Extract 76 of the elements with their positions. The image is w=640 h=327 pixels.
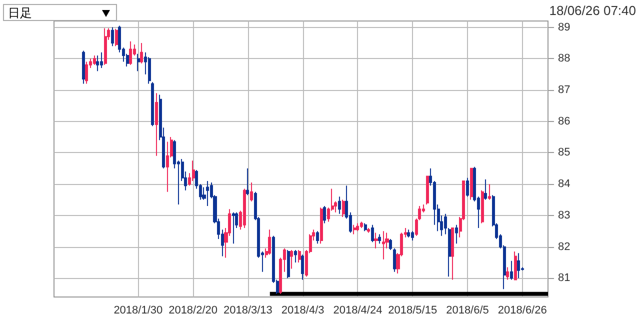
candlestick — [320, 207, 323, 244]
candlestick — [342, 199, 345, 218]
y-tick-label: 88 — [558, 52, 570, 65]
x-tick-label: 2018/6/26 — [498, 304, 547, 316]
x-tick-label: 2018/4/24 — [333, 304, 382, 316]
x-tick-label: 2018/4/3 — [281, 304, 324, 316]
candlestick — [510, 260, 513, 280]
candlestick — [85, 61, 88, 84]
candlestick — [104, 28, 107, 66]
candlestick — [192, 160, 195, 182]
y-tick-label: 84 — [558, 178, 570, 190]
candlestick — [488, 184, 491, 200]
candlestick — [451, 228, 454, 280]
candlestick — [470, 168, 473, 200]
candlestick — [481, 190, 484, 224]
y-tick-label: 86 — [558, 115, 570, 128]
candlestick — [206, 180, 209, 207]
candlestick — [466, 177, 469, 198]
x-tick-label: 2018/1/30 — [114, 304, 163, 316]
candlestick — [93, 55, 96, 66]
candlestick — [323, 206, 326, 224]
candlestick — [137, 53, 140, 72]
y-tick-label: 82 — [558, 240, 570, 253]
x-tick-label: 2018/2/20 — [168, 304, 218, 316]
candlestick — [243, 188, 246, 228]
x-tick-label: 2018/3/13 — [223, 304, 272, 316]
candlestick — [455, 224, 458, 244]
y-tick-label: 87 — [558, 84, 570, 96]
candlestick — [82, 50, 85, 84]
candlestick — [111, 26, 114, 47]
candlestick — [411, 230, 414, 242]
text: 日足 — [8, 6, 32, 20]
candlestick — [393, 248, 396, 272]
candlestick — [232, 212, 235, 244]
candlestick — [338, 196, 341, 214]
candlestick — [140, 42, 143, 64]
candlestick — [294, 249, 297, 263]
candlestick — [517, 252, 520, 279]
text: 18/06/26 07:40 — [549, 3, 636, 18]
candlestick — [268, 229, 271, 256]
candlestick — [360, 221, 363, 228]
x-tick-label: 2018/5/15 — [388, 304, 438, 316]
candlestick — [506, 266, 509, 280]
candlestick — [374, 232, 378, 249]
candlestick — [287, 249, 290, 279]
candlestick — [166, 141, 169, 192]
y-tick-label: 81 — [558, 272, 570, 284]
candlestick — [148, 56, 151, 84]
candlestick — [353, 224, 356, 235]
candlestick — [290, 249, 293, 270]
candlestick — [250, 182, 253, 202]
candlestick — [389, 238, 392, 250]
candlestick — [364, 222, 367, 232]
candlestick — [407, 229, 410, 238]
candlestick — [301, 254, 304, 280]
candlestick — [100, 52, 103, 69]
candlestick — [356, 222, 359, 232]
candlestick — [514, 251, 517, 280]
y-tick-label: 83 — [558, 209, 570, 222]
candlestick — [115, 28, 118, 47]
candlestick — [382, 230, 385, 260]
y-tick-label: 85 — [558, 146, 570, 159]
candlestick — [96, 55, 99, 72]
candlestick — [367, 228, 370, 234]
candlestick — [298, 249, 301, 263]
candlestick — [246, 168, 249, 196]
candlestick — [316, 230, 319, 244]
candlestick — [426, 176, 429, 205]
candlestick — [378, 234, 381, 244]
x-tick-label: 2018/6/5 — [446, 304, 489, 316]
candlestick — [129, 40, 132, 66]
candlestick — [371, 224, 374, 243]
y-tick-label: 89 — [558, 21, 570, 34]
candlestick — [155, 92, 158, 156]
candlestick — [151, 82, 154, 127]
candlestick — [484, 178, 487, 200]
